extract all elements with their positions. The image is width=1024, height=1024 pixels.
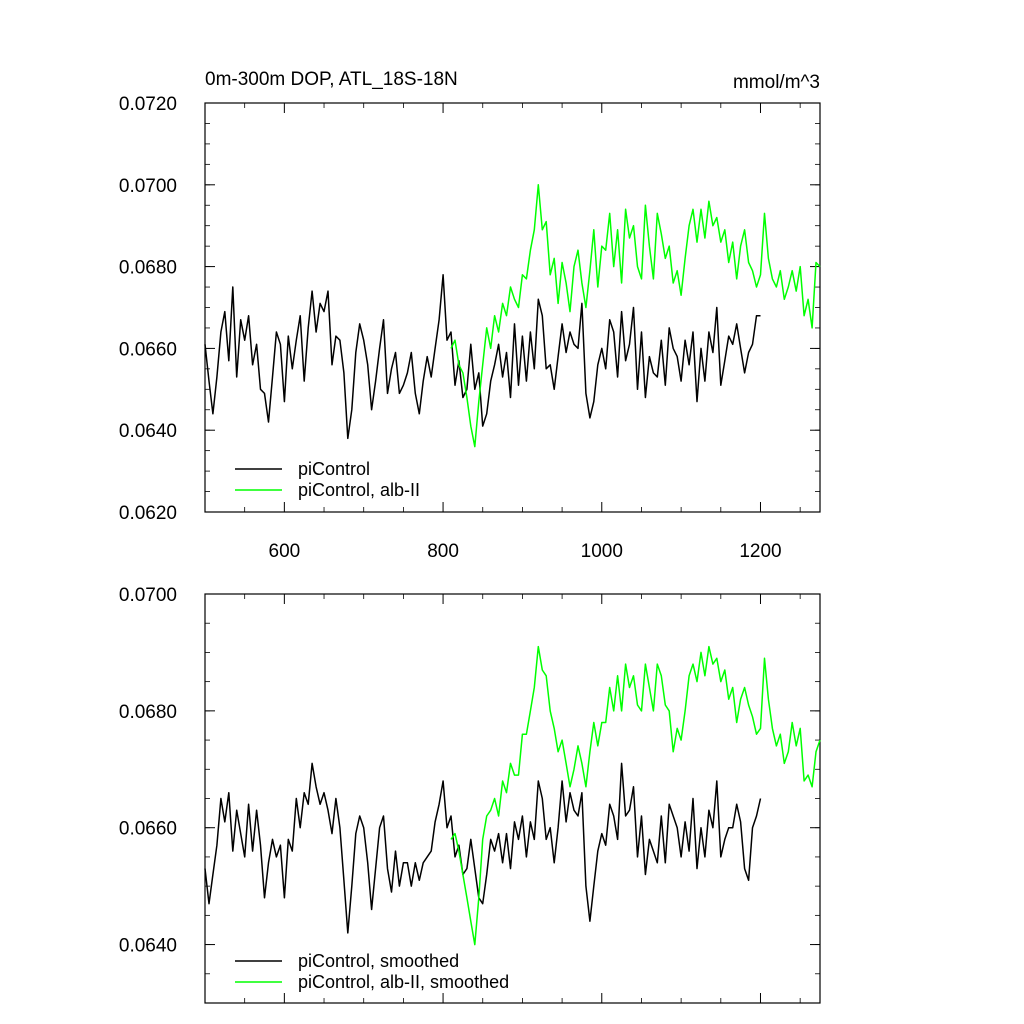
panel0-plot-frame — [204, 102, 821, 513]
panel1-series-line-picontrol-alb-ii-smoothed — [450, 645, 821, 946]
legend-label-alb-II: piControl, alb-II — [298, 480, 420, 500]
legend-label-alb-II-smoothed: piControl, alb-II, smoothed — [298, 972, 509, 992]
top-panel-title: 0m-300m DOP, ATL_18S-18N — [205, 69, 458, 90]
top-panel-legend: piControl piControl, alb-II — [235, 459, 420, 500]
legend-label-piControl-smoothed: piControl, smoothed — [298, 951, 459, 971]
panel1-y-tick-label: 0.0660 — [119, 819, 177, 840]
top-panel-units: mmol/m^3 — [733, 72, 820, 93]
bottom-panel-legend: piControl, smoothed piControl, alb-II, s… — [235, 951, 509, 992]
panel1-plot-frame — [204, 593, 821, 1004]
panel0-x-tick-label: 1200 — [739, 541, 781, 562]
panel0-y-tick-label: 0.0660 — [119, 339, 177, 360]
bottom-panel: 0.0640 0.0660 0.0680 0.0700 piControl, smoo… — [119, 585, 821, 1004]
panel0-y-tick-label: 0.0720 — [119, 94, 177, 115]
top-panel: 0m-300m DOP, ATL_18S-18N mmol/m^3 600 800… — [119, 69, 821, 562]
panel0-series-line-picontrol — [204, 274, 761, 440]
panel0-y-tick-label: 0.0620 — [119, 503, 177, 524]
panel0-x-tick-label: 800 — [427, 541, 459, 562]
panel1-y-tick-label: 0.0700 — [119, 585, 177, 606]
panel0-x-tick-label: 600 — [269, 541, 301, 562]
panel0-series-line-picontrol-alb-ii — [450, 184, 821, 448]
legend-label-piControl: piControl — [298, 459, 370, 479]
panel0-y-tick-label: 0.0640 — [119, 421, 177, 442]
panel1-y-tick-label: 0.0680 — [119, 702, 177, 723]
panel0-y-tick-label: 0.0700 — [119, 176, 177, 197]
panel0-y-tick-label: 0.0680 — [119, 258, 177, 279]
panel0-x-tick-label: 1000 — [581, 541, 623, 562]
panel1-y-tick-label: 0.0640 — [119, 936, 177, 957]
panel1-series-line-picontrol-smoothed — [204, 762, 762, 934]
